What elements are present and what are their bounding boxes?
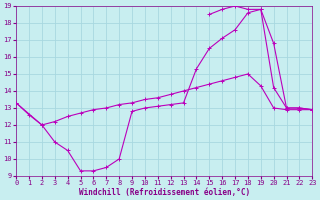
X-axis label: Windchill (Refroidissement éolien,°C): Windchill (Refroidissement éolien,°C) [79,188,250,197]
